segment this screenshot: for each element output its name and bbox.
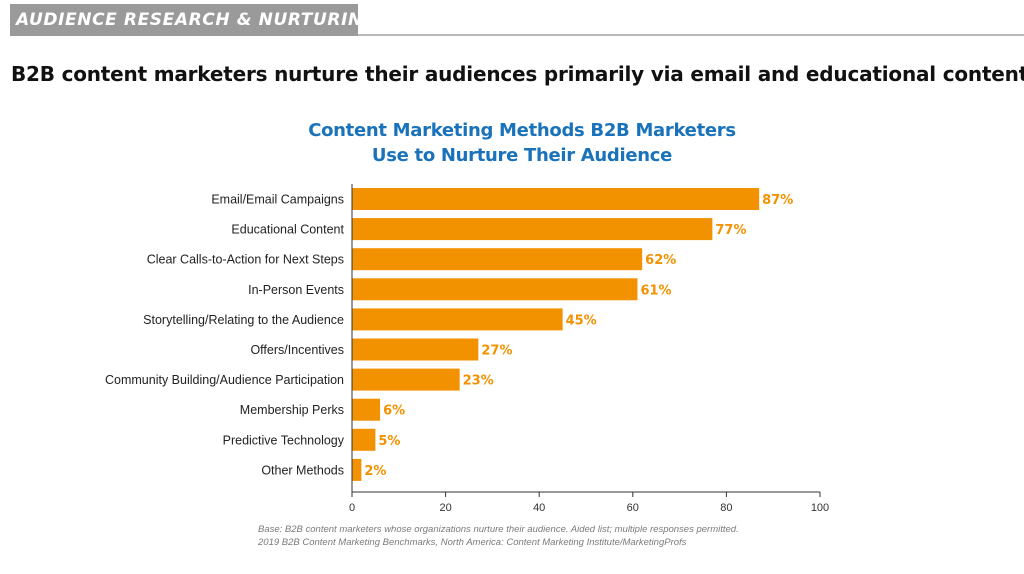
category-label: Offers/Incentives [250, 343, 344, 357]
chart-title: Content Marketing Methods B2B Marketers … [222, 118, 822, 168]
value-label: 61% [640, 283, 671, 298]
section-tag-label: AUDIENCE RESEARCH & NURTURING [16, 10, 378, 30]
bar [352, 218, 713, 241]
bar [352, 398, 381, 421]
footnote-source: 2019 B2B Content Marketing Benchmarks, N… [258, 537, 687, 548]
bar [352, 248, 643, 271]
x-tick-label: 60 [627, 502, 639, 514]
value-label: 6% [383, 404, 405, 419]
value-label: 23% [463, 374, 494, 389]
category-label: Other Methods [261, 463, 344, 477]
value-label: 87% [762, 193, 793, 208]
x-tick-label: 20 [439, 502, 451, 514]
page-headline: B2B content marketers nurture their audi… [11, 62, 1024, 86]
value-label: 5% [378, 434, 400, 449]
value-label: 45% [566, 313, 597, 328]
bar [352, 308, 563, 331]
section-divider [358, 34, 1024, 36]
x-tick-label: 40 [533, 502, 545, 514]
bar [352, 428, 376, 451]
value-label: 2% [364, 464, 386, 479]
bar [352, 188, 760, 210]
bar [352, 368, 460, 391]
category-label: Community Building/Audience Participatio… [105, 373, 344, 387]
footnote: Base: B2B content marketers whose organi… [258, 523, 739, 549]
x-tick-label: 100 [811, 502, 829, 514]
value-label: 77% [715, 223, 746, 238]
category-label: Membership Perks [240, 403, 344, 417]
bar [352, 458, 362, 481]
category-label: Clear Calls-to-Action for Next Steps [147, 253, 344, 267]
section-tag: AUDIENCE RESEARCH & NURTURING [10, 4, 377, 36]
category-label: Storytelling/Relating to the Audience [143, 313, 344, 327]
x-tick-label: 0 [349, 502, 355, 514]
x-tick-label: 80 [720, 502, 732, 514]
category-label: Predictive Technology [223, 433, 345, 447]
chart-title-line2: Use to Nurture Their Audience [371, 145, 673, 166]
footnote-base: Base: B2B content marketers whose organi… [258, 524, 739, 535]
bar [352, 338, 479, 361]
bar [352, 278, 638, 301]
value-label: 27% [481, 344, 512, 359]
chart-title-line1: Content Marketing Methods B2B Marketers [308, 120, 736, 141]
category-label: In-Person Events [248, 283, 344, 297]
category-label: Educational Content [231, 223, 344, 237]
category-label: Email/Email Campaigns [211, 193, 344, 207]
value-label: 62% [645, 253, 676, 268]
